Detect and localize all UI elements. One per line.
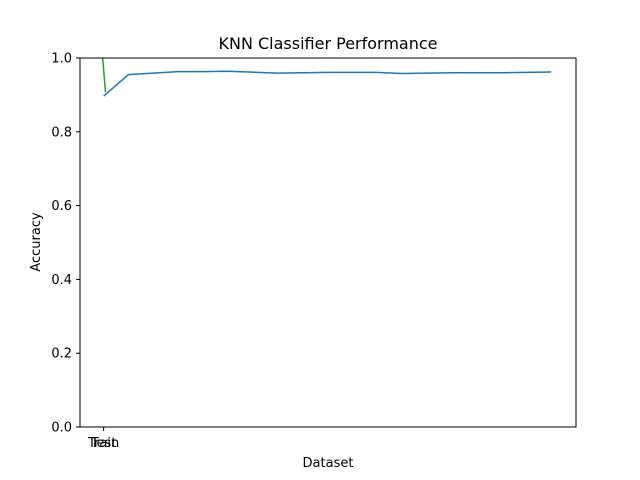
x-tick-label: Test: [90, 436, 117, 451]
series-line-0: [103, 70, 552, 97]
x-tick-label: Train: [87, 436, 119, 451]
plot-area-frame: [79, 57, 577, 428]
y-axis-label: Accuracy: [29, 212, 44, 272]
y-tick-label: 0.2: [51, 347, 72, 362]
y-tick-label: 0.4: [51, 273, 72, 288]
series-layer: [101, 57, 552, 97]
y-tick-label: 0.8: [51, 125, 72, 140]
y-axis-ticks: 0.0 0.2 0.4 0.6 0.8 1.0: [51, 52, 80, 436]
y-tick-label: 0.0: [51, 421, 72, 436]
series-line-1: [101, 57, 107, 93]
y-tick-label: 1.0: [51, 52, 72, 67]
chart-title: KNN Classifier Performance: [218, 34, 437, 53]
y-tick-label: 0.6: [51, 199, 72, 214]
x-axis-label: Dataset: [303, 456, 354, 471]
